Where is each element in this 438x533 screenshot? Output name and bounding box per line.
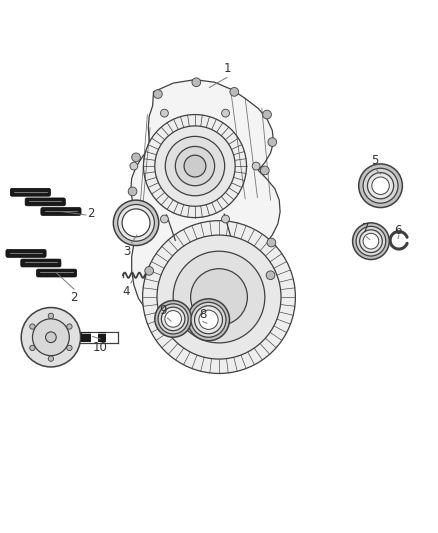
Circle shape <box>266 271 275 280</box>
Circle shape <box>67 345 72 351</box>
Circle shape <box>157 235 281 359</box>
Circle shape <box>267 238 276 247</box>
Text: 1: 1 <box>224 62 231 75</box>
Text: 2: 2 <box>87 207 95 220</box>
Circle shape <box>21 308 81 367</box>
Text: 4: 4 <box>122 285 130 298</box>
Circle shape <box>145 266 153 275</box>
Circle shape <box>173 251 265 343</box>
Circle shape <box>268 138 277 147</box>
Circle shape <box>184 155 206 177</box>
Circle shape <box>360 230 382 253</box>
Circle shape <box>30 345 35 351</box>
Circle shape <box>48 313 53 319</box>
Circle shape <box>199 310 218 329</box>
Circle shape <box>130 162 138 170</box>
Circle shape <box>132 153 141 161</box>
Circle shape <box>165 136 225 196</box>
Circle shape <box>155 301 191 337</box>
Circle shape <box>158 304 188 334</box>
Circle shape <box>191 269 247 326</box>
Circle shape <box>161 307 185 330</box>
Circle shape <box>363 168 398 203</box>
Circle shape <box>160 109 168 117</box>
Circle shape <box>113 200 159 246</box>
FancyBboxPatch shape <box>41 207 81 215</box>
Circle shape <box>222 215 230 223</box>
FancyBboxPatch shape <box>25 198 65 206</box>
Circle shape <box>175 147 215 185</box>
Text: 8: 8 <box>199 308 207 321</box>
Circle shape <box>143 221 295 374</box>
Circle shape <box>128 187 137 196</box>
Circle shape <box>118 205 154 241</box>
Circle shape <box>155 126 235 206</box>
Circle shape <box>46 332 56 343</box>
Circle shape <box>359 164 403 207</box>
Bar <box>98 332 106 342</box>
Text: 10: 10 <box>93 341 108 354</box>
FancyBboxPatch shape <box>6 249 46 257</box>
Circle shape <box>222 109 230 117</box>
Circle shape <box>165 311 181 327</box>
Circle shape <box>30 324 35 329</box>
Circle shape <box>48 356 53 361</box>
Text: 7: 7 <box>362 222 369 235</box>
Circle shape <box>32 319 69 356</box>
Circle shape <box>252 162 260 170</box>
Circle shape <box>261 166 269 175</box>
FancyBboxPatch shape <box>11 188 50 196</box>
Text: 2: 2 <box>70 292 78 304</box>
Circle shape <box>356 227 386 256</box>
Circle shape <box>160 215 168 223</box>
Circle shape <box>67 324 72 329</box>
FancyBboxPatch shape <box>21 259 61 267</box>
Circle shape <box>192 78 201 87</box>
Circle shape <box>230 87 239 96</box>
FancyBboxPatch shape <box>36 269 77 277</box>
Circle shape <box>122 209 150 237</box>
Circle shape <box>353 223 389 260</box>
Text: 6: 6 <box>394 224 402 237</box>
Circle shape <box>194 306 223 334</box>
Circle shape <box>144 115 247 217</box>
Text: 9: 9 <box>159 304 166 317</box>
Circle shape <box>153 90 162 99</box>
Circle shape <box>187 299 230 341</box>
Polygon shape <box>131 79 280 337</box>
Circle shape <box>263 110 272 119</box>
Bar <box>81 332 91 342</box>
Text: 5: 5 <box>371 154 379 167</box>
Circle shape <box>191 302 226 337</box>
Circle shape <box>363 233 379 249</box>
Text: 3: 3 <box>124 245 131 257</box>
Circle shape <box>372 177 389 195</box>
Circle shape <box>367 173 394 199</box>
